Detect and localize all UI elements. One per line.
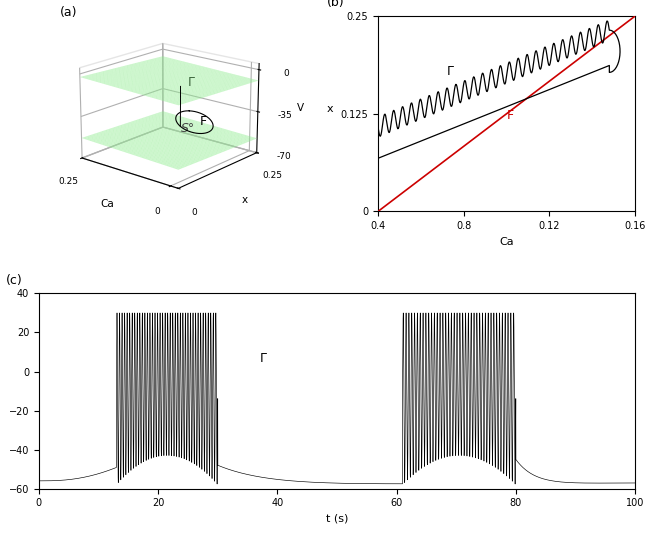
X-axis label: t (s): t (s) xyxy=(326,514,348,524)
Y-axis label: x: x xyxy=(241,194,248,205)
X-axis label: Ca: Ca xyxy=(100,199,114,209)
X-axis label: Ca: Ca xyxy=(499,237,514,246)
Text: (c): (c) xyxy=(6,274,23,287)
Text: (b): (b) xyxy=(327,0,344,9)
Y-axis label: x: x xyxy=(326,104,333,114)
Text: Γ: Γ xyxy=(259,352,266,365)
Text: (a): (a) xyxy=(60,6,78,19)
Text: Γ: Γ xyxy=(446,64,454,78)
Text: F: F xyxy=(507,109,514,122)
